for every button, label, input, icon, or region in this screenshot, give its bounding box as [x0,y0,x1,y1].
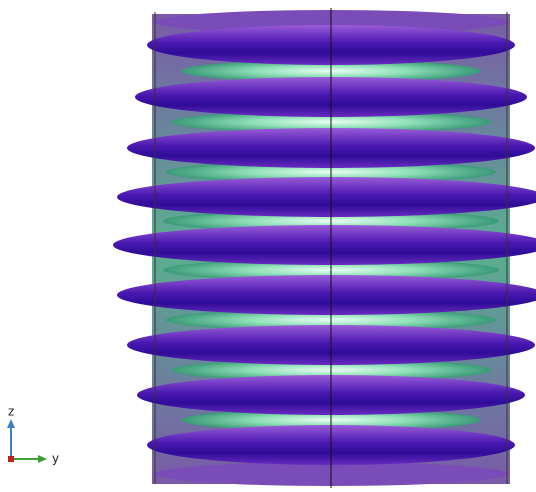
lobe [113,225,536,265]
z-arrowhead [7,419,15,428]
bellows-model [113,10,536,486]
viewport: z y [0,0,536,492]
axis-triad: z y [7,405,59,466]
y-arrowhead [38,455,47,463]
page: z y (() => { const data = JSON.parse(doc… [0,0,536,492]
lobe [117,177,536,217]
y-label: y [52,452,59,466]
z-label: z [8,405,14,419]
lobe [117,275,536,315]
x-marker [8,456,14,462]
